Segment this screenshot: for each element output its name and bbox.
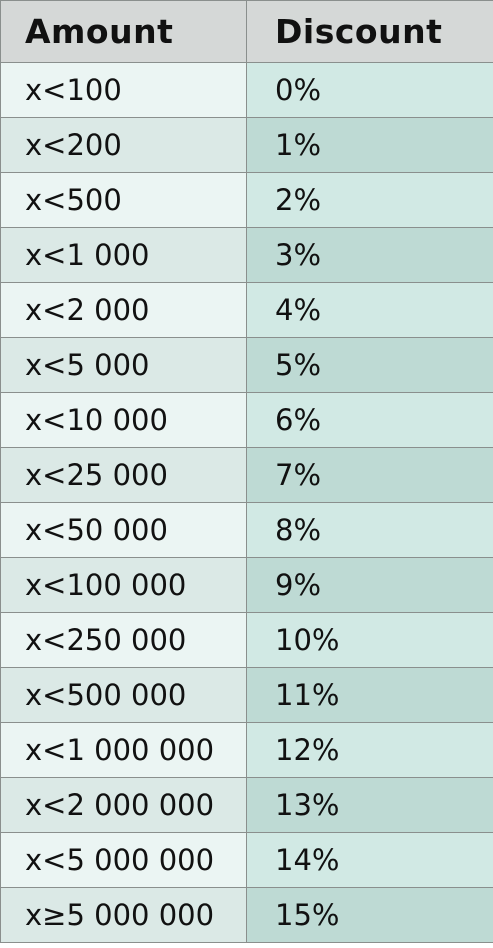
amount-cell: x<25 000	[0, 447, 247, 503]
table-row: x<50 000 8%	[0, 502, 493, 558]
discount-cell: 8%	[246, 502, 493, 558]
amount-cell: x<250 000	[0, 612, 247, 668]
discount-cell: 4%	[246, 282, 493, 338]
discount-header: Discount	[246, 0, 493, 63]
amount-cell: x<100	[0, 62, 247, 118]
amount-cell: x<5 000	[0, 337, 247, 393]
discount-cell: 13%	[246, 777, 493, 833]
table-row: x<100 0%	[0, 62, 493, 118]
amount-cell: x<1 000	[0, 227, 247, 283]
discount-cell: 5%	[246, 337, 493, 393]
amount-cell: x<10 000	[0, 392, 247, 448]
discount-cell: 10%	[246, 612, 493, 668]
table-row: x<1 000 3%	[0, 227, 493, 283]
discount-cell: 6%	[246, 392, 493, 448]
amount-cell: x≥5 000 000	[0, 887, 247, 943]
amount-cell: x<100 000	[0, 557, 247, 613]
amount-cell: x<2 000 000	[0, 777, 247, 833]
discount-cell: 15%	[246, 887, 493, 943]
discount-cell: 2%	[246, 172, 493, 228]
discount-cell: 9%	[246, 557, 493, 613]
table-row: x<25 000 7%	[0, 447, 493, 503]
table-row: x<1 000 000 12%	[0, 722, 493, 778]
table-row: x≥5 000 000 15%	[0, 887, 493, 943]
table-row: x<500 2%	[0, 172, 493, 228]
amount-cell: x<5 000 000	[0, 832, 247, 888]
amount-cell: x<2 000	[0, 282, 247, 338]
table-row: x<2 000 4%	[0, 282, 493, 338]
table-row: x<2 000 000 13%	[0, 777, 493, 833]
discount-cell: 12%	[246, 722, 493, 778]
table-row: x<250 000 10%	[0, 612, 493, 668]
amount-header: Amount	[0, 0, 247, 63]
amount-cell: x<500 000	[0, 667, 247, 723]
table-row: x<5 000 5%	[0, 337, 493, 393]
amount-cell: x<200	[0, 117, 247, 173]
discount-cell: 0%	[246, 62, 493, 118]
header-row: Amount Discount	[0, 0, 493, 63]
amount-cell: x<50 000	[0, 502, 247, 558]
table-row: x<5 000 000 14%	[0, 832, 493, 888]
table-row: x<200 1%	[0, 117, 493, 173]
discount-cell: 14%	[246, 832, 493, 888]
discount-cell: 11%	[246, 667, 493, 723]
table-row: x<10 000 6%	[0, 392, 493, 448]
discount-cell: 7%	[246, 447, 493, 503]
amount-cell: x<500	[0, 172, 247, 228]
discount-cell: 1%	[246, 117, 493, 173]
table-row: x<500 000 11%	[0, 667, 493, 723]
table-row: x<100 000 9%	[0, 557, 493, 613]
discount-cell: 3%	[246, 227, 493, 283]
amount-cell: x<1 000 000	[0, 722, 247, 778]
